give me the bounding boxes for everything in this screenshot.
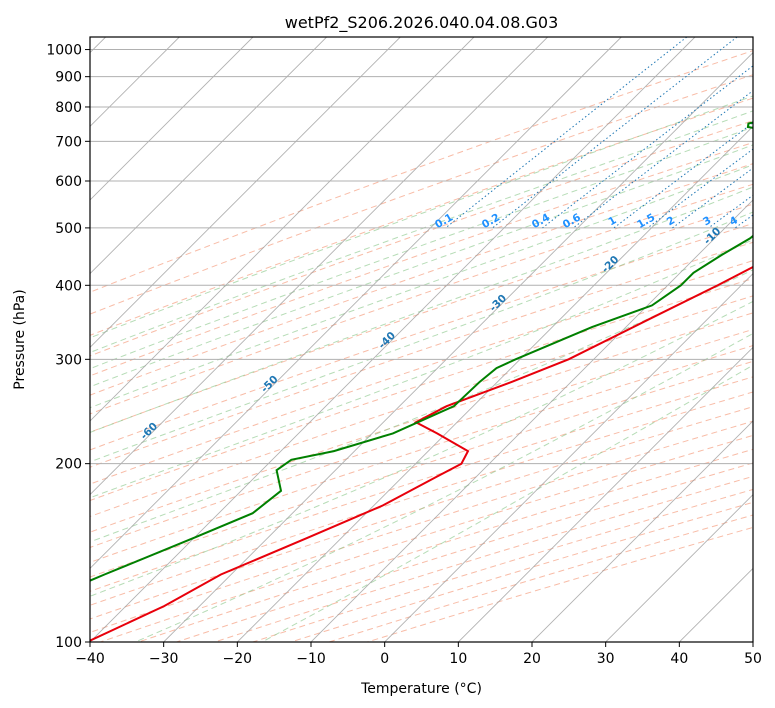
isotherm-line (310, 199, 753, 642)
dry-adiabat-line (90, 391, 753, 606)
x-tick-label: 20 (523, 651, 541, 667)
moist-adiabat-line (90, 164, 753, 409)
isotherm-label: -60 (138, 420, 160, 442)
isotherm-label: -50 (259, 373, 281, 395)
pressure-gridlines (90, 49, 753, 642)
temperature-profile (90, 265, 753, 642)
y-tick-label: 300 (55, 352, 82, 368)
isotherm-line (237, 125, 753, 642)
chart-title: wetPf2_S206.2026.040.04.08.G03 (285, 13, 559, 33)
mixing-ratio-line (672, 167, 753, 229)
dewpoint-profile (90, 121, 753, 582)
moist-adiabat-line (135, 332, 753, 642)
y-tick-label: 700 (55, 134, 82, 150)
isotherm-line (90, 37, 622, 569)
dry-adiabat-line (90, 360, 753, 578)
dry-adiabat-line (90, 328, 753, 548)
mixing-ratio-label: 4 (728, 214, 740, 228)
moist-adiabat-line (90, 126, 753, 370)
dry-adiabat-line (90, 420, 753, 633)
plot-area: -100-90-80-70-60-50-40-30-20-100.10.20.4… (14, 37, 775, 642)
y-tick-label: 800 (55, 100, 82, 116)
y-tick-label: 400 (55, 278, 82, 294)
isotherm-line (605, 494, 753, 642)
y-tick-label: 900 (55, 70, 82, 86)
dry-adiabat-line (100, 434, 753, 642)
moist-adiabat-line (90, 186, 753, 433)
x-tick-label: −20 (223, 651, 253, 667)
isotherm-line (90, 37, 548, 496)
dry-adiabat-line (90, 97, 753, 336)
x-tick-label: −10 (296, 651, 326, 667)
x-tick-label: −40 (75, 651, 105, 667)
isotherm-line (679, 567, 753, 642)
moist-adiabat-line (90, 211, 753, 463)
plot-frame (89, 36, 754, 643)
profiles (90, 121, 753, 642)
x-tick-label: 10 (449, 651, 467, 667)
x-tick-label: 50 (744, 651, 762, 667)
mixing-ratio-lines (445, 37, 753, 229)
dry-adiabat-line (90, 50, 753, 293)
mixing-ratio-line (613, 122, 753, 229)
y-tick-label: 500 (55, 221, 82, 237)
x-tick-label: −30 (149, 651, 179, 667)
dry-adiabat-line (90, 222, 753, 451)
isotherm-label: -40 (376, 330, 398, 352)
isotherm-line (90, 37, 254, 201)
isotherm-line (458, 346, 753, 642)
y-axis: 100 200 300 400 500 600 700 800 900 1000 (46, 43, 90, 651)
isotherm-line (90, 37, 696, 642)
isotherm-line (384, 273, 753, 642)
x-tick-label: 0 (380, 651, 389, 667)
mixing-ratio-label: 2 (665, 214, 677, 228)
isotherm-line (531, 420, 753, 642)
mixing-ratio-line (572, 90, 753, 229)
mixing-ratio-line (734, 214, 753, 229)
isotherm-line (90, 37, 401, 348)
dry-adiabat-line (90, 74, 753, 315)
dry-adiabat-line (90, 163, 753, 396)
moist-adiabat-line (261, 364, 753, 642)
isotherm-line (90, 37, 327, 275)
x-axis: −40 −30 −20 −10 0 10 20 30 40 50 (75, 642, 762, 667)
mixing-ratio-line (542, 65, 753, 229)
isotherm-label: -30 (487, 292, 509, 314)
dry-adiabat-line (90, 278, 753, 502)
x-tick-label: 40 (670, 651, 688, 667)
isotherm-line (752, 641, 753, 642)
y-tick-label: 1000 (46, 43, 82, 59)
moist-adiabat-line (90, 95, 753, 339)
moist-adiabat-line (90, 110, 753, 354)
dry-adiabat-line (214, 475, 753, 642)
isotherm-line (90, 37, 475, 422)
moist-adiabat-line (90, 144, 753, 388)
dry-adiabat-line (90, 260, 753, 485)
y-tick-label: 200 (55, 457, 82, 473)
isotherm-line (163, 52, 753, 642)
y-tick-label: 100 (55, 635, 82, 651)
isotherm-label: -70 (14, 471, 36, 493)
y-tick-label: 600 (55, 174, 82, 190)
mixing-ratio-label: 6 (766, 214, 775, 228)
isotherm-label: -10 (702, 225, 724, 247)
y-axis-label: Pressure (hPa) (12, 289, 28, 389)
isotherms (90, 37, 753, 642)
mixing-ratio-label: 1 (606, 214, 618, 228)
dry-adiabat-line (90, 141, 753, 377)
dry-adiabat-line (90, 203, 753, 433)
dry-adiabat-line (90, 312, 753, 533)
line-labels: -100-90-80-70-60-50-40-30-20-100.10.20.4… (14, 211, 775, 493)
dry-adiabat-line (290, 501, 753, 642)
x-axis-label: Temperature (°C) (360, 681, 482, 697)
mixing-ratio-line (492, 37, 738, 229)
x-tick-label: 30 (597, 651, 615, 667)
moist-adiabats (90, 95, 753, 642)
